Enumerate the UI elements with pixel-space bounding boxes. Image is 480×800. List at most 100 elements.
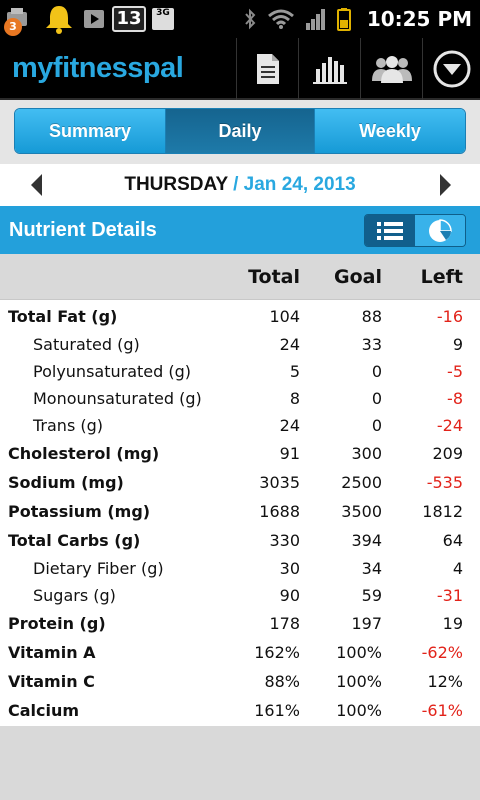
nutrient-goal: 88 [361,307,382,326]
nutrient-name: Total Carbs (g) [8,531,141,550]
nutrient-goal: 100% [336,643,382,662]
nutrient-name: Cholesterol (mg) [8,444,160,463]
calendar-icon: 13 [112,6,146,32]
nutrient-name: Protein (g) [8,614,106,633]
table-row: Dietary Fiber (g) 30 34 4 [0,555,480,583]
header-total: Total [248,266,300,288]
diary-button[interactable] [236,38,298,100]
nutrient-total: 162% [254,643,300,662]
chart-view-button[interactable] [415,215,465,246]
nutrient-left: 12% [427,672,463,691]
nutrient-left: 9 [452,335,463,354]
bell-icon [46,6,72,34]
nutrient-left: -8 [447,389,463,408]
section-header: Nutrient Details [0,206,480,254]
table-header: Total Goal Left [0,254,480,300]
date-label: THURSDAY / Jan 24, 2013 [0,164,480,206]
nutrient-total: 30 [279,559,300,578]
nutrient-name: Saturated (g) [33,335,140,354]
day-of-week: THURSDAY [124,174,228,195]
table-row: Vitamin C 88% 100% 12% [0,668,480,696]
nutrient-name: Vitamin C [8,672,95,691]
table-row: Sugars (g) 90 59 -31 [0,582,480,610]
table-row: Polyunsaturated (g) 5 0 -5 [0,358,480,386]
battery-icon [336,8,351,31]
friends-icon [371,56,412,83]
next-day-arrow-icon[interactable] [436,172,454,198]
header-left: Left [420,266,463,288]
nutrient-total: 91 [279,444,300,463]
nutrient-name: Monounsaturated (g) [33,389,202,408]
nutrient-goal: 394 [351,531,382,550]
nutrient-goal: 100% [336,672,382,691]
nutrient-goal: 3500 [341,502,382,521]
nutrient-name: Total Fat (g) [8,307,118,326]
nutrient-table: Total Fat (g) 104 88 -16 Saturated (g) 2… [0,300,480,726]
nutrient-total: 90 [279,586,300,605]
table-row: Potassium (mg) 1688 3500 1812 [0,498,480,526]
tab-bar: Summary Daily Weekly [0,100,480,164]
table-row: Total Carbs (g) 330 394 64 [0,527,480,555]
table-row: Monounsaturated (g) 8 0 -8 [0,385,480,413]
friends-button[interactable] [360,38,422,100]
nutrient-goal: 100% [336,701,382,720]
view-toggle [364,214,466,247]
nutrient-total: 88% [264,672,300,691]
nutrient-goal: 0 [371,362,382,381]
more-menu-button[interactable] [422,38,480,100]
nutrient-goal: 197 [351,614,382,633]
list-view-button[interactable] [365,215,415,246]
nutrient-total: 8 [289,389,300,408]
nutrient-goal: 33 [361,335,382,354]
status-bar: 3 13 3G [0,0,480,38]
previous-day-arrow-icon[interactable] [28,172,46,198]
progress-button[interactable] [298,38,360,100]
table-row: Saturated (g) 24 33 9 [0,331,480,359]
nutrient-left: 1812 [422,502,463,521]
nutrient-total: 24 [279,335,300,354]
nutrient-left: -62% [421,643,463,662]
status-left: 3 13 3G [4,2,174,36]
tab-summary[interactable]: Summary [15,109,166,153]
table-row: Vitamin A 162% 100% -62% [0,639,480,667]
table-row: Protein (g) 178 197 19 [0,610,480,638]
table-row: Sodium (mg) 3035 2500 -535 [0,469,480,497]
list-icon [377,221,403,240]
nutrient-total: 178 [269,614,300,633]
nutrient-left: 209 [432,444,463,463]
tab-weekly[interactable]: Weekly [315,109,465,153]
network-3g-icon: 3G [152,8,174,30]
nutrient-total: 5 [289,362,300,381]
table-row: Trans (g) 24 0 -24 [0,412,480,440]
nutrient-left: -535 [426,473,463,492]
nutrient-left: 19 [442,614,463,633]
nutrient-name: Dietary Fiber (g) [33,559,164,578]
wifi-icon [267,9,294,29]
nutrient-name: Polyunsaturated (g) [33,362,191,381]
header-goal: Goal [334,266,382,288]
nutrient-left: -16 [436,307,463,326]
chart-icon [312,57,347,84]
nutrient-name: Vitamin A [8,643,96,662]
nutrient-left: -5 [447,362,463,381]
nutrient-goal: 300 [351,444,382,463]
nutrient-name: Trans (g) [33,416,104,435]
segmented-tabs: Summary Daily Weekly [14,108,466,154]
date-separator: / [227,174,244,195]
nutrient-goal: 0 [371,389,382,408]
nutrient-total: 1688 [259,502,300,521]
nutrient-name: Calcium [8,701,80,720]
media-play-icon [84,10,104,28]
table-row: Total Fat (g) 104 88 -16 [0,303,480,331]
notification-stack: 3 [4,2,36,36]
nutrient-total: 3035 [259,473,300,492]
status-right: 10:25 PM [243,2,472,36]
nutrient-left: 4 [452,559,463,578]
pie-chart-icon [429,218,452,242]
nutrient-total: 330 [269,531,300,550]
table-row: Cholesterol (mg) 91 300 209 [0,440,480,468]
tab-daily[interactable]: Daily [166,109,315,153]
document-icon [256,54,279,84]
empty-area [0,726,480,800]
